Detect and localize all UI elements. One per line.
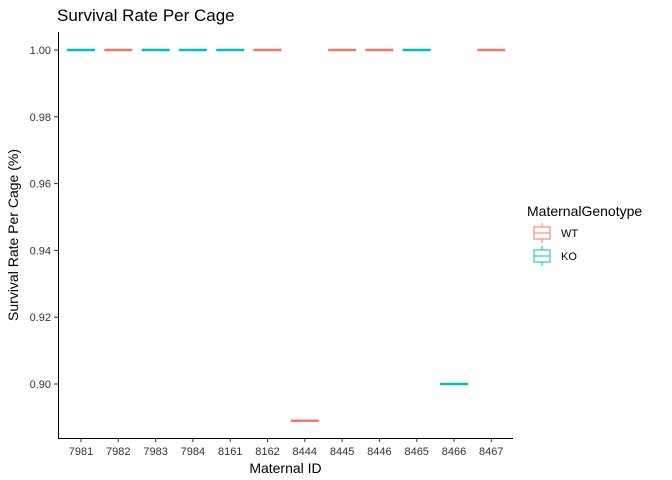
x-tick-label: 8465 [404,446,428,458]
y-axis-title: Survival Rate Per Cage (%) [5,149,21,321]
x-tick-label: 8466 [442,446,466,458]
x-tick-label: 7984 [181,446,205,458]
legend-label: KO [561,251,577,263]
x-tick-label: 8161 [218,446,242,458]
x-tick-label: 8445 [330,446,354,458]
x-tick-label: 8162 [255,446,279,458]
legend-item-ko: KO [530,245,577,267]
x-tick-label: 8444 [293,446,317,458]
legend: MaternalGenotype WT KO [527,203,642,267]
y-tick-label: 0.96 [30,179,51,191]
y-tick-label: 0.94 [30,245,51,257]
legend-label: WT [561,228,578,240]
x-tick-label: 8467 [479,446,503,458]
y-tick-label: 0.98 [30,112,51,124]
x-axis: 7981 7982 7983 7984 8161 8162 8444 8445 8446 8465… [69,438,504,458]
x-tick-label: 7982 [106,446,130,458]
x-tick-label: 7983 [143,446,167,458]
y-tick-label: 1.00 [30,45,51,57]
legend-item-wt: WT [530,222,578,244]
y-axis: 0.90 0.92 0.94 0.96 0.98 1.00 [30,45,58,391]
legend-title: MaternalGenotype [527,203,642,219]
chart-title: Survival Rate Per Cage [57,6,235,25]
y-tick-label: 0.92 [30,312,51,324]
x-axis-title: Maternal ID [249,460,321,476]
x-tick-label: 7981 [69,446,93,458]
plot-marks [67,48,506,423]
y-tick-label: 0.90 [30,379,51,391]
x-tick-label: 8446 [367,446,391,458]
